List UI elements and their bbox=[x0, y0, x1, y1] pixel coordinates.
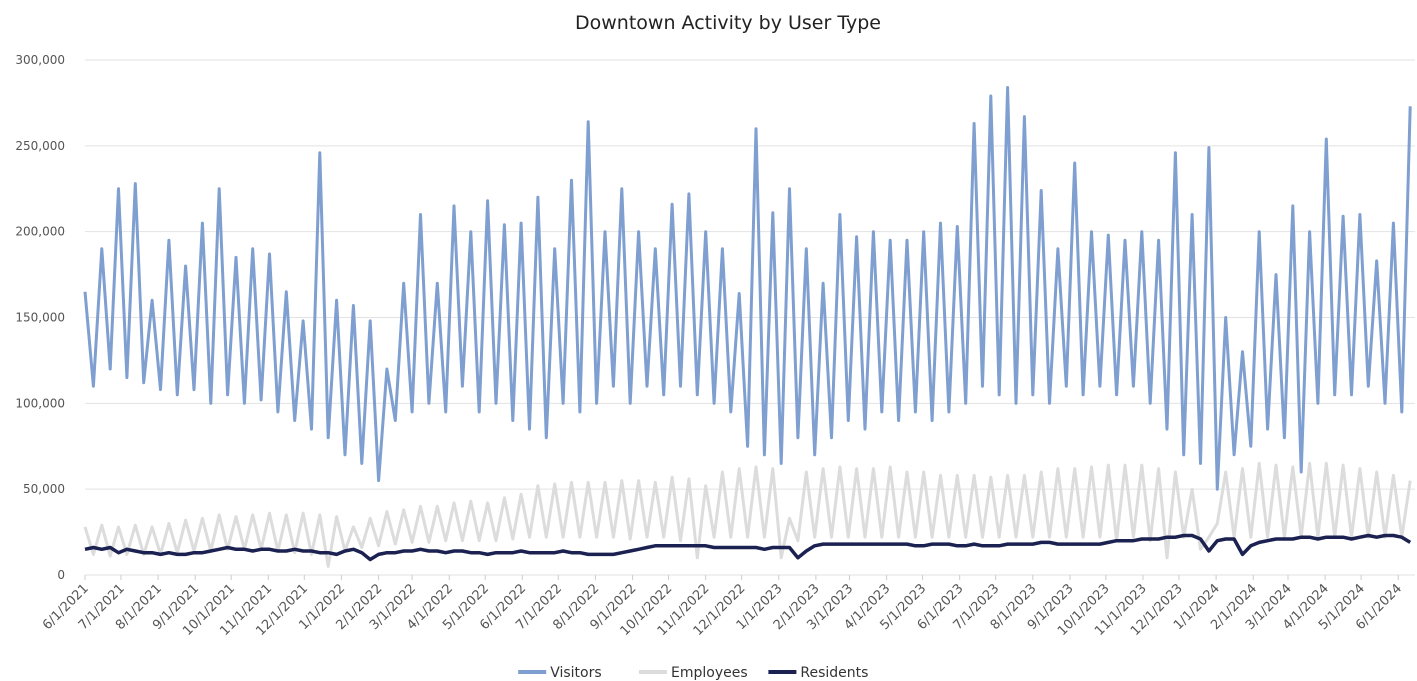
legend-label: Employees bbox=[671, 665, 748, 681]
series-line bbox=[83, 86, 1412, 491]
series-line bbox=[83, 461, 1412, 568]
y-tick-label: 150,000 bbox=[15, 311, 65, 325]
y-tick-label: 300,000 bbox=[15, 53, 65, 67]
y-tick-label: 200,000 bbox=[15, 225, 65, 239]
y-tick-label: 0 bbox=[57, 568, 65, 582]
series-line bbox=[84, 533, 1412, 562]
legend-label: Residents bbox=[800, 665, 868, 681]
y-tick-label: 50,000 bbox=[23, 482, 65, 496]
y-tick-label: 100,000 bbox=[15, 396, 65, 410]
legend-label: Visitors bbox=[550, 665, 601, 681]
y-tick-label: 250,000 bbox=[15, 139, 65, 153]
chart-title: Downtown Activity by User Type bbox=[575, 12, 881, 34]
